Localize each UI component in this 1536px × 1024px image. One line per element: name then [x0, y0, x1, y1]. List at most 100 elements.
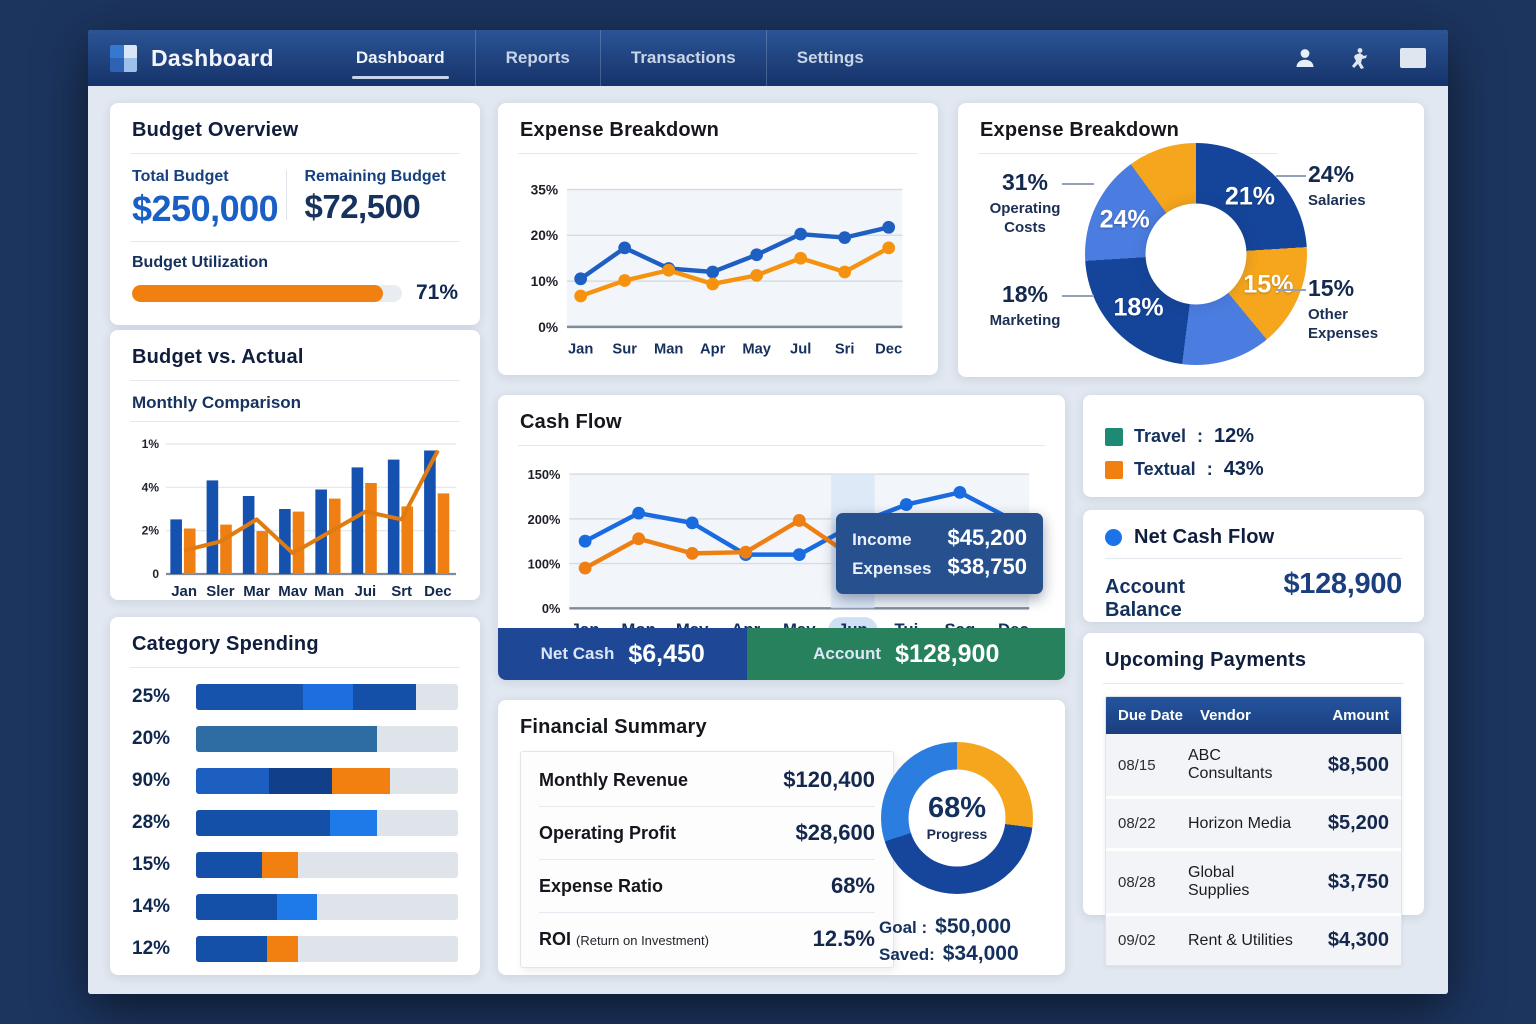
activity-icon[interactable] [1346, 45, 1372, 71]
financial-summary-card: Financial Summary Monthly Revenue $120,4… [498, 700, 1065, 975]
svg-text:Srt: Srt [391, 583, 412, 600]
svg-text:0%: 0% [542, 601, 561, 616]
category-bar [196, 684, 458, 710]
cash-flow-card: Cash Flow 150%200%100%0%JanMonMavAprMayJ… [498, 395, 1065, 680]
category-bar [196, 810, 458, 836]
svg-text:35%: 35% [531, 182, 558, 197]
nav-item-transactions[interactable]: Transactions [599, 30, 766, 86]
category-row: 12% [132, 936, 458, 962]
svg-text:Jui: Jui [355, 583, 377, 600]
svg-text:Man: Man [654, 341, 683, 357]
expense-donut-title: Expense Breakdown [980, 119, 1180, 141]
category-spending-title: Category Spending [132, 633, 319, 655]
category-bar [196, 768, 458, 794]
brand-title: Dashboard [151, 44, 274, 71]
dashboard-content: Budget Overview Total Budget $250,000 Re… [88, 86, 1448, 994]
payment-row: 08/22 Horizon Media $5,200 [1106, 799, 1401, 851]
donut-slice-label: 15% [1243, 270, 1294, 299]
brand: Dashboard [110, 44, 274, 72]
expense-trend-chart: 35% 20% 10% 0% Jan Sur Man Apr May Jul Sri Dec [520, 166, 916, 372]
utilization-label: Budget Utilization [132, 254, 268, 271]
svg-text:Sri: Sri [835, 341, 855, 357]
category-row: 15% [132, 852, 458, 878]
category-percent-label: 12% [132, 938, 171, 959]
nav-item-reports[interactable]: Reports [474, 30, 600, 86]
category-percent-label: 28% [132, 812, 171, 833]
nav-icons [1292, 45, 1426, 71]
upcoming-payments-title: Upcoming Payments [1105, 649, 1307, 671]
cash-flow-tooltip: Income $45,200 Expenses $38,750 [836, 513, 1043, 594]
account-stat: Account $128,900 [747, 628, 1065, 680]
budget-vs-actual-card: Budget vs. Actual Monthly Comparison 1% 4… [110, 330, 480, 600]
svg-text:100%: 100% [528, 556, 561, 571]
expense-donut-chart: 21% 15% 18% 24% [1085, 143, 1307, 365]
svg-text:Jan: Jan [568, 341, 593, 357]
svg-text:200%: 200% [528, 512, 561, 527]
svg-text:Jul: Jul [790, 341, 811, 357]
svg-text:150%: 150% [528, 467, 561, 482]
svg-text:Man: Man [314, 583, 344, 600]
donut-slice-label: 24% [1099, 205, 1150, 234]
budget-overview-title: Budget Overview [132, 119, 299, 141]
upcoming-payments-card: Upcoming Payments Due Date Vendor Amount… [1083, 633, 1424, 966]
upcoming-payments-table: Due Date Vendor Amount 08/15 ABC Consult… [1105, 696, 1402, 966]
net-cash-flow-dot-icon [1105, 529, 1122, 546]
category-row: 25% [132, 684, 458, 710]
callout-other-expenses: 15% Other Expenses [1308, 275, 1379, 342]
total-budget-value: $250,000 [132, 188, 279, 229]
remaining-budget-value: $72,500 [304, 188, 421, 225]
nav-items: Dashboard Reports Transactions Settings [326, 30, 894, 86]
legend-card: Travel : 12% Textual : 43% [1083, 395, 1424, 497]
top-nav: Dashboard Dashboard Reports Transactions… [88, 30, 1448, 89]
category-row: 90% [132, 768, 458, 794]
total-budget-label: Total Budget [132, 168, 229, 185]
nav-item-settings[interactable]: Settings [765, 30, 894, 86]
account-balance-value: $128,900 [1283, 568, 1402, 600]
category-percent-label: 20% [132, 728, 171, 749]
svg-text:Sler: Sler [206, 583, 235, 600]
svg-text:20%: 20% [531, 228, 558, 243]
payment-row: 08/28 Global Supplies $3,750 [1106, 851, 1401, 916]
app-window: Dashboard Dashboard Reports Transactions… [88, 30, 1448, 994]
user-icon[interactable] [1292, 45, 1318, 71]
category-bar [196, 726, 458, 752]
callout-marketing: 18% Marketing [989, 281, 1061, 329]
svg-text:4%: 4% [142, 480, 160, 494]
category-row: 28% [132, 810, 458, 836]
budget-vs-actual-subtitle: Monthly Comparison [132, 393, 302, 412]
financial-summary-table: Monthly Revenue $120,400 Operating Profi… [520, 751, 894, 968]
utilization-progressbar [132, 284, 402, 302]
travel-swatch-icon [1105, 427, 1123, 446]
nav-item-dashboard[interactable]: Dashboard [326, 30, 475, 86]
textual-swatch-icon [1105, 460, 1123, 479]
category-percent-label: 15% [132, 854, 171, 875]
app-logo-icon [110, 44, 137, 72]
net-cash-stat: Net Cash $6,450 [498, 628, 748, 680]
upcoming-payments-header: Due Date Vendor Amount [1106, 697, 1401, 734]
category-bar [196, 936, 458, 962]
window-icon[interactable] [1400, 45, 1426, 71]
svg-text:10%: 10% [531, 274, 558, 289]
payment-row: 08/15 ABC Consultants $8,500 [1106, 734, 1401, 799]
category-spending-card: Category Spending 25% 20% 90% 28% 15% 14% 12% [110, 617, 480, 975]
category-spending-rows: 25% 20% 90% 28% 15% 14% 12% [132, 684, 458, 962]
svg-text:Sur: Sur [612, 341, 637, 357]
svg-text:Dec: Dec [875, 341, 902, 357]
donut-slice-label: 21% [1224, 182, 1275, 211]
svg-text:Mav: Mav [278, 583, 308, 600]
cash-flow-title: Cash Flow [520, 411, 622, 433]
donut-slice-label: 18% [1113, 293, 1164, 322]
category-row: 20% [132, 726, 458, 752]
expense-trend-title: Expense Breakdown [520, 119, 720, 141]
net-cash-flow-card: Net Cash Flow Account Balance $128,900 [1083, 510, 1424, 622]
account-balance-label: Account Balance [1105, 576, 1185, 621]
svg-text:May: May [742, 341, 771, 357]
category-bar [196, 894, 458, 920]
financial-summary-title: Financial Summary [520, 716, 707, 738]
legend-item-travel: Travel : 12% [1105, 425, 1402, 448]
cash-flow-stats: Net Cash $6,450 Account $128,900 [498, 628, 1065, 680]
svg-text:Apr: Apr [700, 341, 726, 357]
category-bar [196, 852, 458, 878]
svg-text:Jan: Jan [171, 583, 197, 600]
fs-row-expense-ratio: Expense Ratio 68% [539, 860, 875, 913]
